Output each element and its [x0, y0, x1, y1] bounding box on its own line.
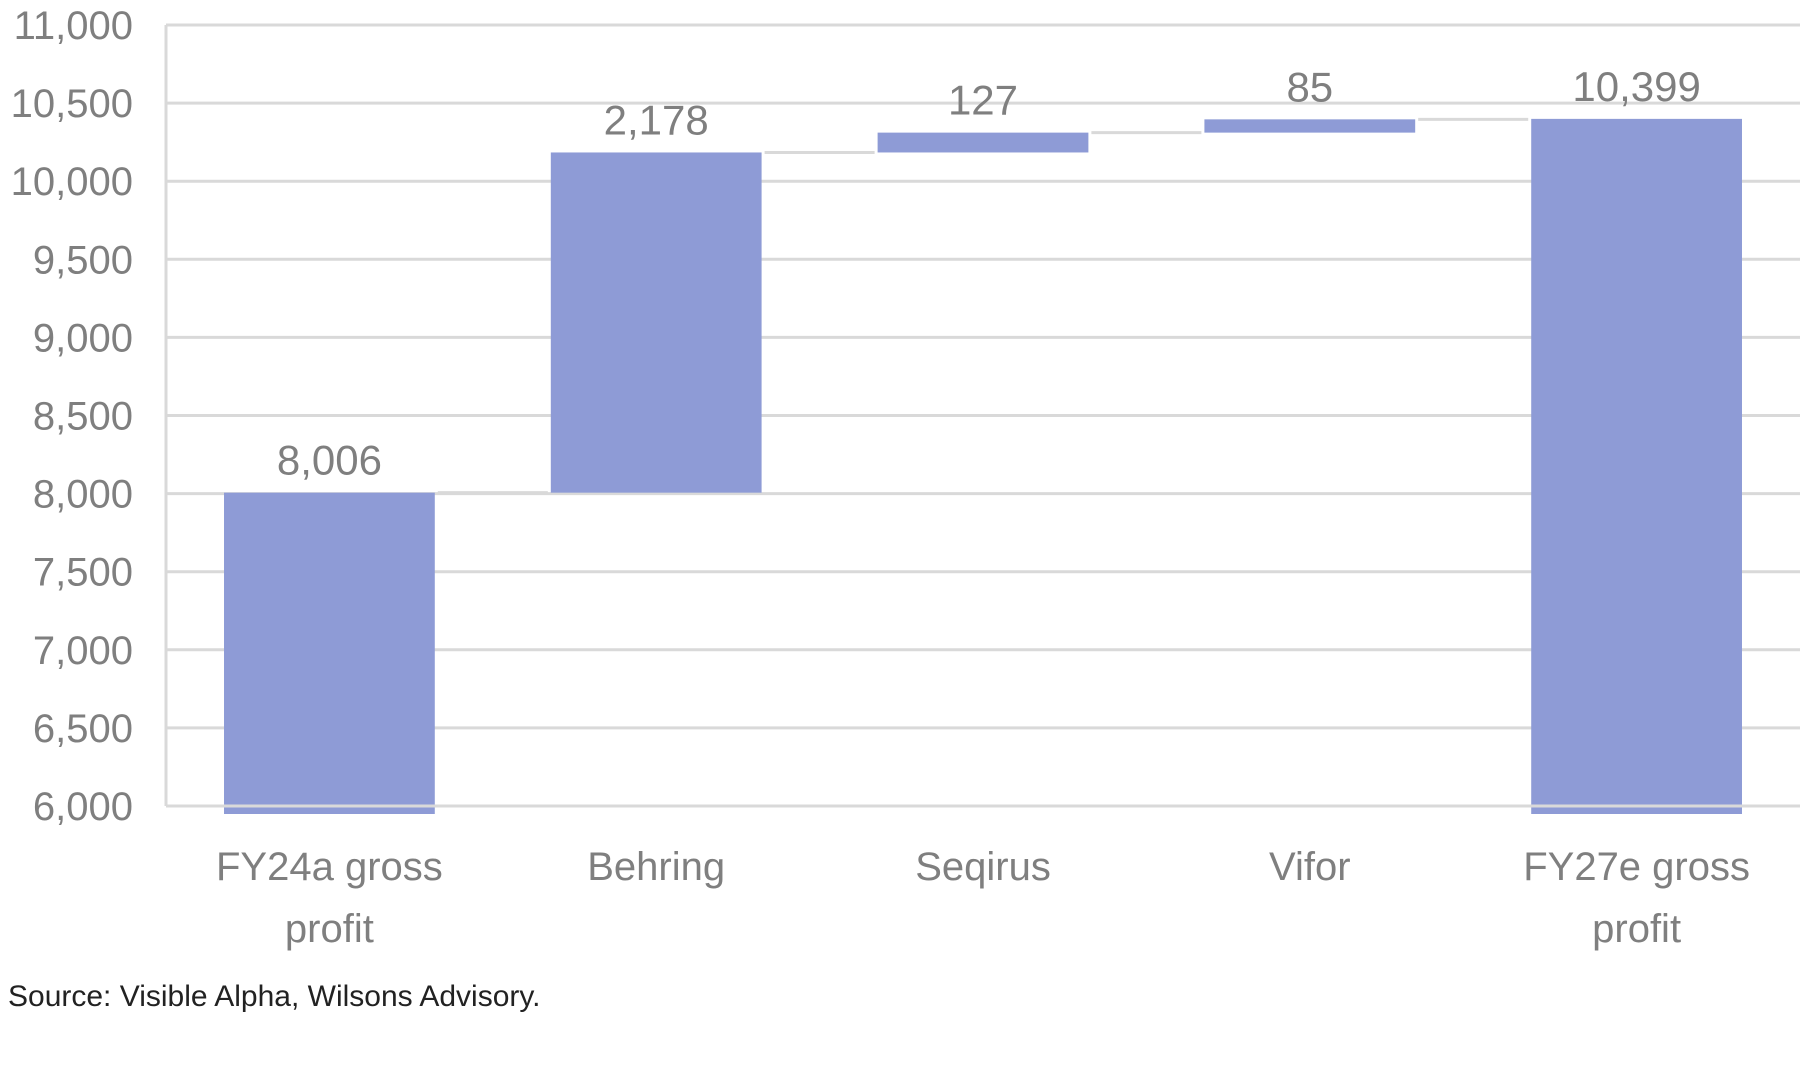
waterfall-chart: 6,000 6,500 7,000 7,500 8,000 8,500 9,000 9,500… — [11, 4, 1800, 951]
y-tick-label: 10,000 — [11, 160, 133, 204]
category-label: Seqirus — [915, 845, 1051, 889]
category-label: FY27e gross — [1523, 845, 1750, 889]
y-tick-label: 7,000 — [33, 629, 133, 673]
source-note: Source: Visible Alpha, Wilsons Advisory. — [8, 980, 541, 1013]
category-label: profit — [1592, 907, 1681, 951]
y-tick-label: 8,000 — [33, 473, 133, 517]
connector-lines — [437, 117, 1529, 495]
gridlines — [164, 23, 1800, 808]
y-tick-label: 10,500 — [11, 82, 133, 126]
bar — [550, 152, 762, 493]
y-tick-label: 7,500 — [33, 551, 133, 595]
bar — [224, 492, 435, 814]
y-tick-label: 9,500 — [33, 238, 133, 282]
y-tick-label: 8,500 — [33, 395, 133, 439]
category-label: FY24a gross — [216, 845, 443, 889]
bar — [877, 132, 1089, 153]
category-label: profit — [285, 907, 374, 951]
y-tick-label: 11,000 — [14, 4, 133, 48]
y-axis-tick-labels: 6,000 6,500 7,000 7,500 8,000 8,500 9,000 9,500… — [11, 4, 133, 829]
data-label: 10,399 — [1572, 63, 1700, 110]
data-label: 85 — [1286, 63, 1333, 110]
category-label: Behring — [587, 845, 725, 889]
data-label: 8,006 — [277, 437, 382, 484]
data-labels: 8,006 2,178 127 85 10,399 — [277, 63, 1701, 484]
data-label: 127 — [948, 77, 1018, 124]
bar — [1531, 118, 1742, 814]
y-tick-label: 9,000 — [33, 316, 133, 360]
category-label: Vifor — [1269, 845, 1351, 889]
data-label: 2,178 — [604, 96, 709, 143]
bar — [1204, 119, 1416, 133]
y-tick-label: 6,000 — [33, 785, 133, 829]
y-tick-label: 6,500 — [33, 707, 133, 751]
x-axis-category-labels: FY24a gross profit Behring Seqirus Vifor FY27… — [216, 845, 1750, 951]
bars — [166, 118, 1800, 814]
